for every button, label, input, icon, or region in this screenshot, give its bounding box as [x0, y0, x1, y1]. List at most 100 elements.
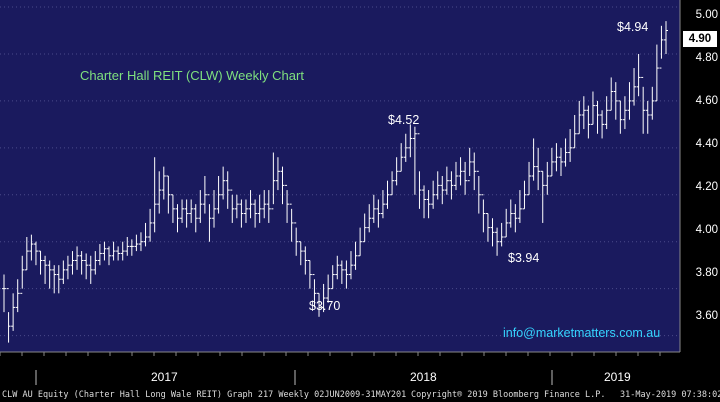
ohlc-bar [426, 190, 431, 219]
ohlc-bar [540, 170, 545, 223]
ohlc-bar [654, 44, 659, 102]
ohlc-bar [253, 199, 258, 228]
ohlc-bar [212, 190, 217, 228]
ohlc-bar [11, 293, 16, 331]
ohlc-bar [148, 208, 153, 242]
ohlc-bar [422, 185, 427, 219]
ohlc-bar [70, 251, 75, 275]
y-tick-label: 5.00 [695, 9, 718, 21]
ohlc-bar [440, 176, 445, 205]
ohlc-bar [257, 194, 262, 223]
annotation-low-2017: $3.70 [309, 299, 341, 313]
ohlc-bar [641, 76, 646, 134]
footer-security-info: CLW AU Equity (Charter Hall Long Wale RE… [2, 390, 407, 400]
y-tick-label: 3.60 [695, 310, 718, 322]
ohlc-bar [134, 234, 139, 252]
ohlc-bar [568, 129, 573, 162]
footer-timestamp: 31-May-2019 07:38:02 [620, 390, 720, 400]
ohlc-bar [645, 100, 650, 134]
ohlc-bar [472, 152, 477, 191]
ohlc-bar [307, 259, 312, 289]
ohlc-bar [522, 180, 527, 210]
last-price-tag: 4.90 [683, 31, 717, 47]
ohlc-bar [558, 147, 563, 176]
ohlc-bar [193, 204, 198, 233]
ohlc-bar [444, 166, 449, 195]
ohlc-bar [216, 176, 221, 214]
ohlc-bar [495, 227, 500, 256]
chart-title: Charter Hall REIT (CLW) Weekly Chart [80, 68, 304, 83]
ohlc-bar [636, 53, 641, 97]
ohlc-bar [476, 170, 481, 214]
ohlc-bar [390, 171, 395, 196]
ohlc-bar [225, 171, 230, 209]
ohlc-bar [490, 218, 495, 247]
y-tick-label: 4.60 [695, 95, 718, 107]
ohlc-bar [93, 251, 98, 275]
ohlc-bar [376, 199, 381, 228]
ohlc-bar [435, 171, 440, 200]
ohlc-bar [248, 190, 253, 219]
ohlc-bar [88, 255, 93, 284]
ohlc-bars [2, 21, 668, 343]
ohlc-bar [285, 184, 290, 223]
ohlc-bar [353, 241, 358, 270]
ohlc-bar [326, 274, 331, 303]
ohlc-bar [403, 133, 408, 162]
x-tick-label: 2019 [604, 370, 631, 384]
ohlc-bar [170, 194, 175, 223]
ohlc-bar [198, 190, 203, 223]
ohlc-bar [659, 25, 664, 69]
ohlc-bar [371, 194, 376, 223]
ohlc-bar [303, 246, 308, 275]
ohlc-bar [481, 194, 486, 233]
ohlc-bar [189, 199, 194, 223]
plot-area [0, 0, 680, 352]
ohlc-bar [467, 147, 472, 182]
ohlc-bar [431, 180, 436, 209]
ohlc-bar [508, 199, 513, 228]
ohlc-bar [600, 110, 605, 139]
ohlc-bar [362, 213, 367, 243]
ohlc-bar [618, 100, 623, 134]
ohlc-bar [527, 161, 532, 196]
ohlc-bar [138, 232, 143, 252]
ohlc-bar [595, 100, 600, 134]
grid-lines [0, 6, 680, 337]
ohlc-bar [604, 96, 609, 130]
ohlc-bar [590, 91, 595, 125]
ohlc-bar [632, 68, 637, 106]
ohlc-bar [157, 171, 162, 214]
ohlc-bar [335, 255, 340, 280]
ohlc-bar [463, 161, 468, 195]
ohlc-bar [47, 260, 52, 289]
ohlc-bar [499, 222, 504, 247]
ohlc-bar [120, 241, 125, 261]
ohlc-bar [29, 234, 34, 261]
ohlc-bar [609, 77, 614, 111]
ohlc-bar [116, 246, 121, 261]
ohlc-bar [545, 161, 550, 195]
ohlc-bar [627, 82, 632, 120]
ohlc-bar [129, 239, 134, 256]
ohlc-bar [125, 237, 130, 256]
ohlc-bar [271, 152, 276, 210]
y-tick-label: 3.80 [695, 267, 718, 279]
ohlc-bar [312, 274, 317, 308]
ohlc-bar [394, 157, 399, 186]
ohlc-bar [321, 283, 326, 313]
ohlc-bar [294, 222, 299, 256]
ohlc-bar [536, 147, 541, 191]
ohlc-bar [221, 166, 226, 200]
ohlc-bar [38, 250, 43, 275]
ohlc-bar [572, 114, 577, 149]
ohlc-bar [184, 199, 189, 228]
ohlc-bar [417, 133, 422, 209]
ohlc-bar [348, 251, 353, 280]
y-tick-label: 4.00 [695, 224, 718, 236]
ohlc-bar [230, 189, 235, 223]
ohlc-bar [56, 265, 61, 294]
ohlc-bar [339, 260, 344, 284]
ohlc-bar [513, 204, 518, 233]
